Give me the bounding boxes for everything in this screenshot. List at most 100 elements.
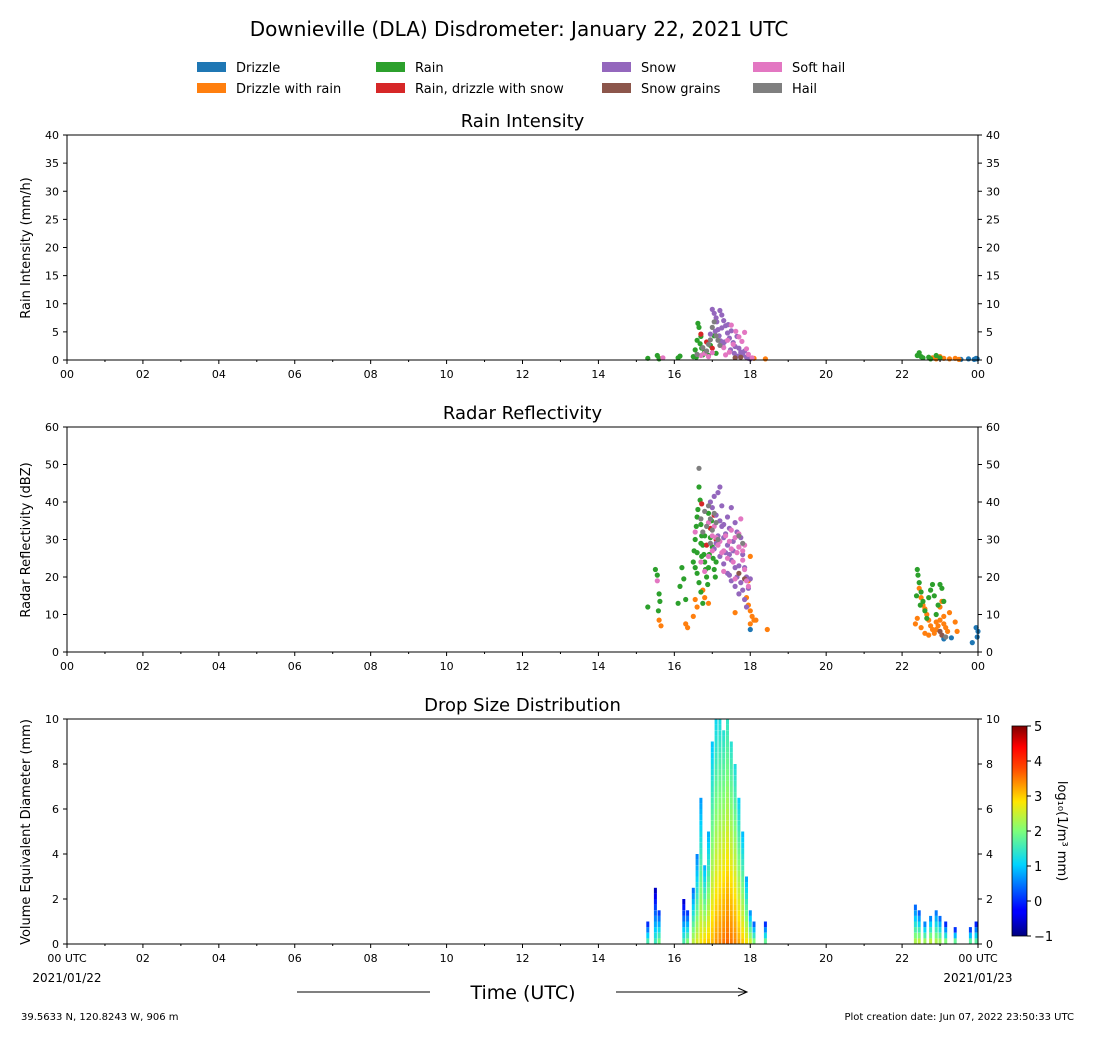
drop-size-distribution-cell [745, 876, 748, 883]
drop-size-distribution-cell [733, 899, 737, 905]
rain-intensity-point-soft-hail [709, 350, 715, 356]
drop-size-distribution-cell [741, 831, 745, 838]
drop-size-distribution-cell [726, 719, 729, 725]
radar-reflectivity-point-rain [712, 574, 718, 580]
drop-size-distribution-cell [745, 893, 748, 899]
rain-intensity-point-soft-hail [726, 349, 733, 355]
rain-intensity-ytick-label-right: 35 [986, 157, 1000, 170]
drop-size-distribution-cell [917, 927, 921, 933]
drop-size-distribution-cell [722, 775, 726, 781]
time-arrow-head-icon [737, 987, 749, 997]
rain-intensity-point-soft-hail [723, 352, 729, 358]
start-date-label: 2021/01/22 [32, 971, 101, 985]
drop-size-distribution-cell [699, 865, 703, 871]
radar-reflectivity-point-rain [675, 600, 681, 606]
drop-size-distribution-cell [707, 848, 710, 854]
drop-size-distribution-cell [710, 837, 714, 843]
drop-size-distribution-cell [710, 792, 714, 798]
drop-size-distribution-cell [737, 870, 741, 877]
drop-size-distribution-column [968, 927, 972, 944]
drop-size-distribution-cell [657, 921, 661, 928]
drop-size-distribution-cell [722, 899, 726, 905]
drop-size-distribution-cell [710, 887, 714, 894]
drop-size-distribution-cell [729, 899, 733, 905]
radar-reflectivity-point-snow-grains [937, 628, 943, 635]
drop-size-distribution-column [913, 904, 917, 944]
drop-size-distribution-cell [733, 775, 737, 781]
drop-size-distribution-cell [968, 927, 972, 933]
radar-reflectivity-point-drizzle-with-rain [705, 600, 712, 606]
drop-size-distribution-cell [968, 938, 972, 944]
drop-size-distribution-cell [718, 735, 722, 742]
drop-size-distribution-column [752, 921, 756, 944]
drop-size-distribution-cell [707, 876, 710, 883]
drop-size-distribution-column [657, 910, 661, 944]
drop-size-distribution-cell [737, 915, 741, 922]
drop-size-distribution-cell [726, 758, 729, 764]
radar-reflectivity-ytick-label: 50 [45, 459, 59, 472]
drop-size-distribution-cell [707, 938, 710, 944]
radar-reflectivity-point-rain [933, 611, 939, 618]
drop-size-distribution-cell [737, 837, 741, 843]
drop-size-distribution-cell [718, 865, 722, 871]
drop-size-distribution-cell [752, 938, 756, 944]
drop-size-distribution-cell [714, 809, 718, 815]
drop-size-distribution-cell [707, 893, 710, 899]
drop-size-distribution-cell [745, 904, 748, 911]
radar-reflectivity-point-rain [656, 591, 662, 597]
drop-size-distribution-cell [974, 921, 978, 928]
drop-size-distribution-cell [714, 831, 718, 838]
drop-size-distribution-cell [703, 899, 707, 905]
drop-size-distribution-cell [695, 859, 699, 866]
drop-size-distribution-column [741, 831, 745, 944]
drop-size-distribution-cell [710, 932, 714, 939]
colorbar-gradient [1011, 725, 1028, 937]
drop-size-distribution-cell [733, 882, 737, 888]
rain-intensity-series-soft-hail [660, 322, 755, 361]
drop-size-distribution-cell [686, 932, 690, 939]
rain-intensity-point-soft-hail [724, 337, 731, 343]
drop-size-distribution-cell [722, 887, 726, 894]
rain-intensity-point-snow [713, 315, 719, 321]
drop-size-distribution-cell [729, 814, 733, 821]
drop-size-distribution-cell [726, 865, 729, 871]
radar-reflectivity-point-rain [935, 602, 941, 608]
radar-reflectivity-point-rain [681, 576, 687, 582]
drop-size-distribution-cell [682, 915, 686, 922]
drop-size-distribution-cell [695, 887, 699, 894]
radar-reflectivity-ytick-label: 20 [45, 571, 59, 584]
drop-size-distribution-cell [934, 921, 938, 928]
drop-size-distribution-cell [653, 915, 657, 922]
drop-size-distribution-cell [729, 854, 733, 860]
drop-size-distribution-cell [729, 893, 733, 899]
drop-size-distribution-cell [938, 932, 942, 939]
drop-size-distribution-cell [682, 899, 686, 905]
drop-size-distribution-cell [938, 927, 942, 933]
radar-reflectivity-axes-frame [66, 426, 979, 653]
drop-size-distribution-cell [923, 927, 927, 933]
rain-intensity-xtick-label: 12 [516, 368, 530, 381]
radar-reflectivity-point-soft-hail [736, 544, 742, 550]
rain-intensity-point-snow-grains [732, 355, 738, 361]
drop-size-distribution-cell [729, 927, 733, 933]
drop-size-distribution-cell [714, 803, 718, 809]
drop-size-distribution-column [686, 910, 690, 944]
drop-size-distribution-cell [733, 837, 737, 843]
drop-size-distribution-cell [722, 938, 726, 944]
radar-reflectivity-point-snow [732, 520, 738, 526]
radar-reflectivity-point-hail [702, 508, 708, 514]
drop-size-distribution-cell [722, 831, 726, 838]
drop-size-distribution-column [646, 921, 650, 944]
radar-reflectivity-point-drizzle [974, 634, 980, 640]
radar-reflectivity-point-rain [700, 600, 706, 606]
rain-intensity-ytick-label-right: 20 [986, 242, 1000, 255]
drop-size-distribution-cell [737, 932, 741, 939]
drop-size-distribution-cell [718, 859, 722, 866]
radar-reflectivity-point-snow [736, 563, 742, 569]
drop-size-distribution-cell [733, 803, 737, 809]
drop-size-distribution-cell [944, 927, 948, 933]
radar-reflectivity-series-soft-hail [654, 516, 752, 590]
drop-size-distribution-cell [737, 842, 741, 849]
drop-size-distribution-ytick-label-right: 6 [986, 803, 993, 816]
drop-size-distribution-cell [917, 910, 921, 916]
